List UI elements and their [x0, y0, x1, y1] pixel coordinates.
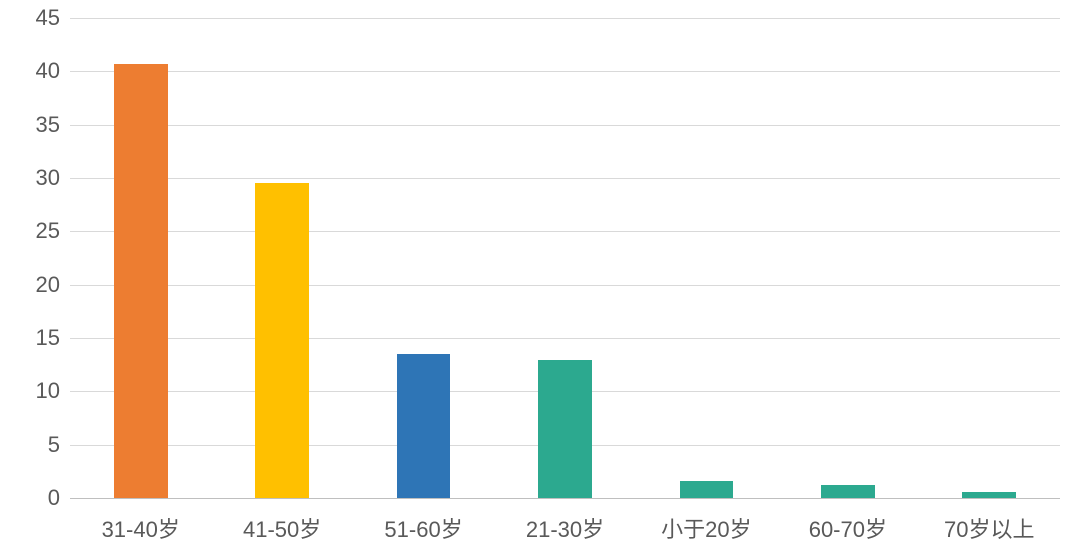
- y-tick-label: 5: [0, 432, 60, 458]
- plot-area: [70, 18, 1060, 498]
- gridline: [70, 71, 1060, 72]
- x-tick-label: 60-70岁: [809, 512, 887, 544]
- bar: [821, 485, 875, 498]
- y-tick-label: 15: [0, 325, 60, 351]
- x-tick-label: 21-30岁: [526, 512, 604, 544]
- x-tick-label: 小于20岁: [661, 512, 751, 544]
- gridline: [70, 231, 1060, 232]
- y-tick-label: 25: [0, 218, 60, 244]
- gridline: [70, 285, 1060, 286]
- bar: [962, 492, 1016, 498]
- gridline: [70, 338, 1060, 339]
- x-tick-label: 41-50岁: [243, 512, 321, 544]
- y-tick-label: 10: [0, 378, 60, 404]
- y-tick-label: 35: [0, 112, 60, 138]
- y-tick-label: 45: [0, 5, 60, 31]
- y-tick-label: 40: [0, 58, 60, 84]
- bar: [538, 360, 592, 498]
- gridline: [70, 125, 1060, 126]
- x-axis-line: [70, 498, 1060, 499]
- y-tick-label: 30: [0, 165, 60, 191]
- y-tick-label: 0: [0, 485, 60, 511]
- bar: [114, 64, 168, 498]
- gridline: [70, 18, 1060, 19]
- y-tick-label: 20: [0, 272, 60, 298]
- gridline: [70, 178, 1060, 179]
- bar: [397, 354, 451, 498]
- age-bar-chart: 0 5 10 15 20 25 30 35 40 45 31-40岁 41-50岁 51-60岁 21-3…: [0, 0, 1080, 557]
- bar: [680, 481, 734, 498]
- x-tick-label: 51-60岁: [384, 512, 462, 544]
- bar: [255, 183, 309, 498]
- x-tick-label: 70岁以上: [944, 512, 1034, 544]
- x-tick-label: 31-40岁: [102, 512, 180, 544]
